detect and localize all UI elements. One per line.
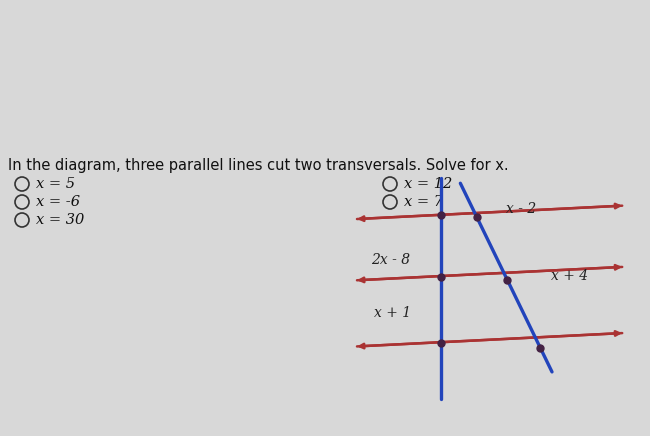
Text: x = -6: x = -6 xyxy=(36,195,80,209)
Text: x = 12: x = 12 xyxy=(404,177,452,191)
Text: x = 5: x = 5 xyxy=(36,177,75,191)
Text: x - 2: x - 2 xyxy=(506,202,536,216)
Text: x + 4: x + 4 xyxy=(551,269,588,283)
Text: In the diagram, three parallel lines cut two transversals. Solve for x.: In the diagram, three parallel lines cut… xyxy=(8,158,508,173)
Text: x + 1: x + 1 xyxy=(374,306,411,320)
Text: x = 30: x = 30 xyxy=(36,213,84,227)
Text: x = 7: x = 7 xyxy=(404,195,443,209)
Text: 2x - 8: 2x - 8 xyxy=(370,253,410,267)
